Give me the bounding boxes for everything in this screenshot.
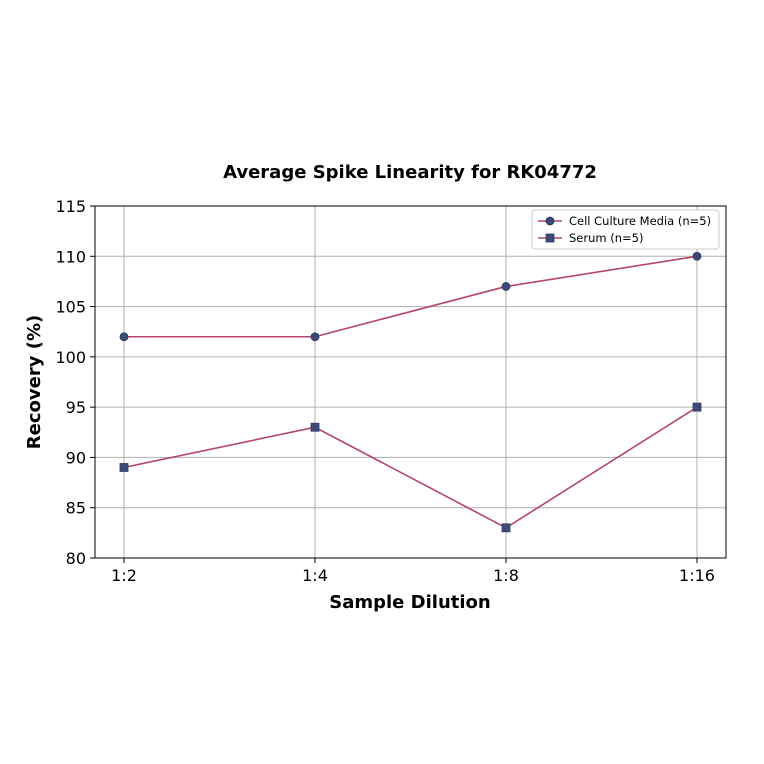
y-tick-label: 105 [55, 298, 86, 317]
legend-box [531, 209, 720, 250]
x-tick-label: 1:2 [111, 566, 137, 585]
plot-area [94, 205, 727, 559]
chart-title: Average Spike Linearity for RK04772 [223, 162, 597, 183]
y-axis: 80 85 90 95 100 105 110 115 [55, 197, 95, 568]
y-tick-label: 100 [55, 348, 86, 367]
legend-label: Cell Culture Media (n=5) [569, 214, 711, 228]
x-tick-label: 1:16 [679, 566, 715, 585]
data-point [310, 332, 320, 342]
y-tick-label: 115 [55, 197, 86, 216]
series-layer [119, 251, 702, 533]
x-tick-label: 1:8 [493, 566, 519, 585]
data-point [119, 332, 129, 342]
y-tick-label: 90 [66, 448, 86, 467]
data-point [692, 251, 702, 261]
x-axis-label: Sample Dilution [329, 592, 490, 613]
series-line-1 [124, 255, 698, 338]
data-point [119, 463, 129, 472]
legend-label: Serum (n=5) [569, 231, 643, 245]
y-tick-label: 80 [66, 549, 86, 568]
data-point [692, 402, 702, 412]
legend-marker [545, 216, 555, 226]
x-tick-label: 1:4 [302, 566, 328, 585]
grid [95, 205, 726, 559]
y-tick-label: 85 [66, 499, 86, 518]
y-tick-label: 95 [66, 398, 86, 417]
legend-marker [545, 233, 555, 243]
series-line-2 [123, 406, 698, 529]
x-axis: 1:2 1:4 1:8 1:16 [111, 558, 715, 585]
data-point [501, 282, 511, 291]
legend: Cell Culture Media (n=5) Serum (n=5) [531, 209, 720, 250]
y-tick-label: 110 [55, 247, 86, 266]
data-point [501, 523, 511, 533]
data-point [310, 422, 320, 432]
y-axis-label: Recovery (%) [24, 315, 45, 449]
